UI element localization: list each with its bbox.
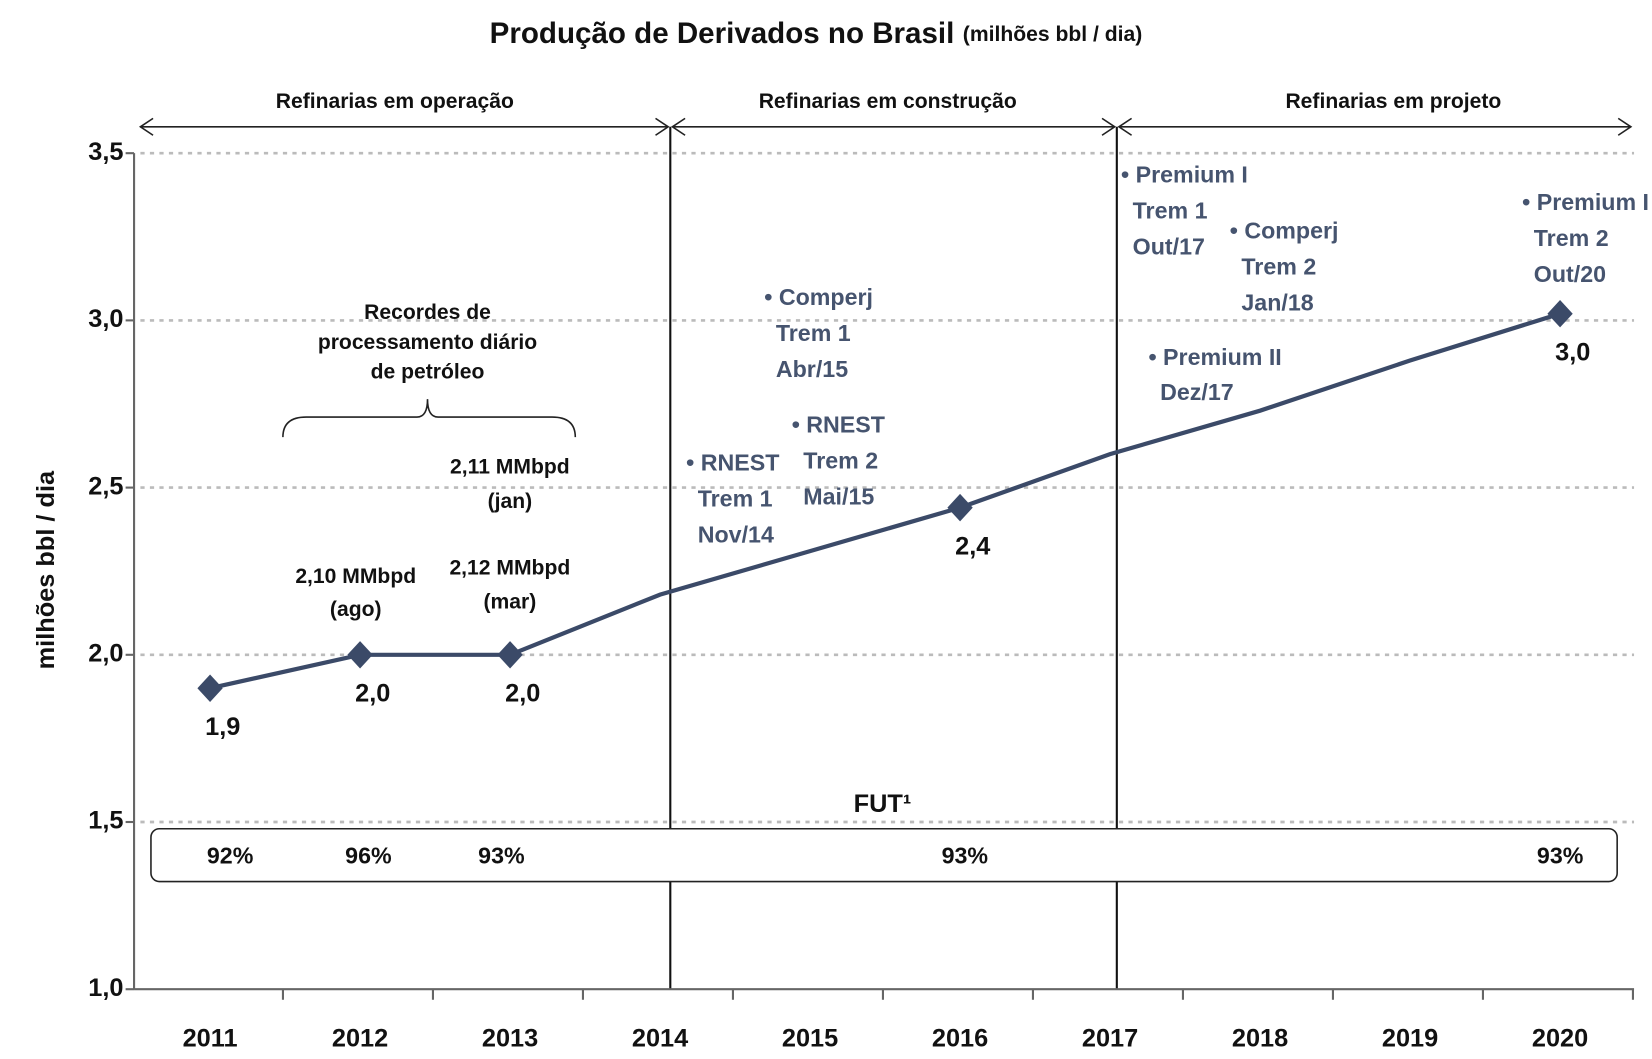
data-label: 1,9 bbox=[205, 713, 240, 741]
annotation: 2,10 MMbpd bbox=[295, 565, 416, 588]
annotation: Trem 2 bbox=[803, 448, 878, 474]
data-label: 2,0 bbox=[355, 680, 390, 708]
x-tick-label: 2018 bbox=[1232, 1025, 1288, 1053]
fut-value: 96% bbox=[345, 842, 392, 868]
subtitle: (milhões bbl / dia) bbox=[963, 23, 1142, 46]
phase-label: Refinarias em operação bbox=[276, 90, 514, 113]
fut-value: 93% bbox=[942, 842, 989, 868]
annotation: (ago) bbox=[330, 598, 382, 621]
fut-value: 92% bbox=[207, 842, 254, 868]
phase-label: Refinarias em construção bbox=[759, 90, 1017, 113]
fut-box bbox=[150, 827, 1618, 883]
annotation: (mar) bbox=[483, 590, 536, 613]
title: Produção de Derivados no Brasil bbox=[490, 17, 955, 50]
x-tick-label: 2011 bbox=[183, 1025, 238, 1053]
annotation: (jan) bbox=[488, 490, 533, 513]
annotation: Dez/17 bbox=[1160, 379, 1234, 405]
x-tick-label: 2020 bbox=[1532, 1025, 1588, 1053]
annotation: 2,11 MMbpd bbox=[450, 455, 570, 478]
marker bbox=[497, 641, 523, 669]
annotation: • RNEST bbox=[686, 450, 779, 476]
fut-label: FUT¹ bbox=[854, 790, 912, 818]
annotation: Mai/15 bbox=[803, 484, 874, 510]
x-tick-label: 2016 bbox=[932, 1025, 988, 1053]
x-tick-label: 2014 bbox=[632, 1025, 688, 1053]
data-label: 2,0 bbox=[505, 680, 540, 708]
marker bbox=[947, 493, 973, 522]
x-tick-label: 2017 bbox=[1082, 1025, 1138, 1053]
y-tick-label: 1,5 bbox=[88, 807, 123, 835]
annotation: Abr/15 bbox=[776, 356, 848, 382]
annotation: • RNEST bbox=[792, 412, 885, 438]
annotation: • Premium I bbox=[1522, 189, 1649, 215]
marker bbox=[347, 641, 373, 669]
y-tick-label: 1,0 bbox=[88, 974, 123, 1002]
annotation: Trem 1 bbox=[698, 486, 773, 512]
annotation: Out/20 bbox=[1534, 261, 1606, 287]
x-tick-label: 2015 bbox=[782, 1025, 838, 1053]
annotation: Recordes de bbox=[364, 301, 491, 324]
y-axis-label: milhões bbl / dia bbox=[32, 470, 60, 669]
phase-arrows bbox=[138, 117, 1633, 136]
line bbox=[209, 311, 1561, 691]
marker bbox=[1547, 299, 1573, 328]
annotation: Jan/18 bbox=[1241, 289, 1313, 315]
y-tick-label: 3,5 bbox=[88, 138, 123, 166]
annotation: • Premium I bbox=[1121, 162, 1248, 188]
annotation: Trem 2 bbox=[1241, 253, 1316, 279]
fut-value: 93% bbox=[1537, 842, 1584, 868]
chart-title: Produção de Derivados no Brasil (milhões … bbox=[490, 17, 1143, 50]
data-label: 2,4 bbox=[955, 532, 990, 560]
annotation: Trem 1 bbox=[1133, 197, 1208, 223]
x-tick-label: 2012 bbox=[332, 1025, 388, 1053]
x-tick-label: 2013 bbox=[482, 1025, 538, 1053]
data-label: 3,0 bbox=[1555, 338, 1590, 366]
annotation: • Comperj bbox=[764, 284, 873, 310]
annotation: Out/17 bbox=[1133, 233, 1205, 259]
y-tick-label: 2,5 bbox=[88, 472, 123, 500]
annotation: Nov/14 bbox=[698, 522, 774, 548]
y-tick-label: 2,0 bbox=[88, 639, 123, 667]
annotation: • Comperj bbox=[1230, 217, 1339, 243]
annotation: Trem 2 bbox=[1534, 225, 1609, 251]
annotation: de petróleo bbox=[371, 360, 485, 383]
annotation: Trem 1 bbox=[776, 320, 851, 346]
fut-value: 93% bbox=[478, 842, 525, 868]
y-tick-label: 3,0 bbox=[88, 305, 123, 333]
x-tick-label: 2019 bbox=[1382, 1025, 1438, 1053]
marker bbox=[197, 674, 223, 702]
phase-label: Refinarias em projeto bbox=[1285, 90, 1501, 113]
annotation: 2,12 MMbpd bbox=[449, 557, 570, 580]
brace bbox=[282, 399, 577, 438]
annotation: • Premium II bbox=[1148, 344, 1281, 370]
annotation: processamento diário bbox=[318, 331, 537, 354]
